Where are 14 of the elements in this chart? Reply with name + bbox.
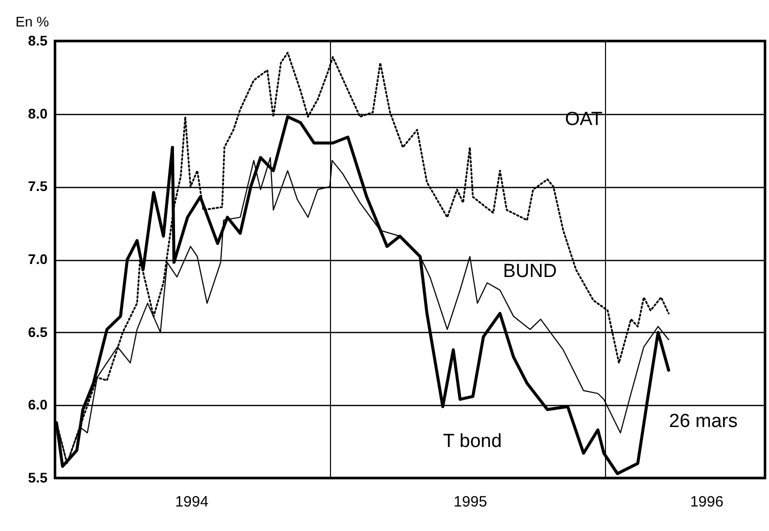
y-tick-label: 8.0 [28, 105, 48, 122]
annotation: 26 mars [669, 411, 738, 432]
x-tick-label: 1996 [690, 494, 724, 510]
y-tick-label: 7.0 [28, 251, 48, 267]
series-label: BUND [503, 261, 557, 282]
y-tick-label: 7.5 [28, 178, 48, 194]
y-tick-label: 8.5 [28, 32, 48, 48]
x-tick-label: 1995 [454, 494, 488, 510]
y-tick-label: 6.0 [28, 396, 48, 413]
series-label: T bond [443, 431, 502, 452]
y-tick-label: 5.5 [28, 470, 48, 486]
y-axis-title: En % [16, 14, 49, 30]
x-tick-label: 1994 [175, 494, 208, 510]
y-tick-label: 6.5 [28, 324, 48, 340]
